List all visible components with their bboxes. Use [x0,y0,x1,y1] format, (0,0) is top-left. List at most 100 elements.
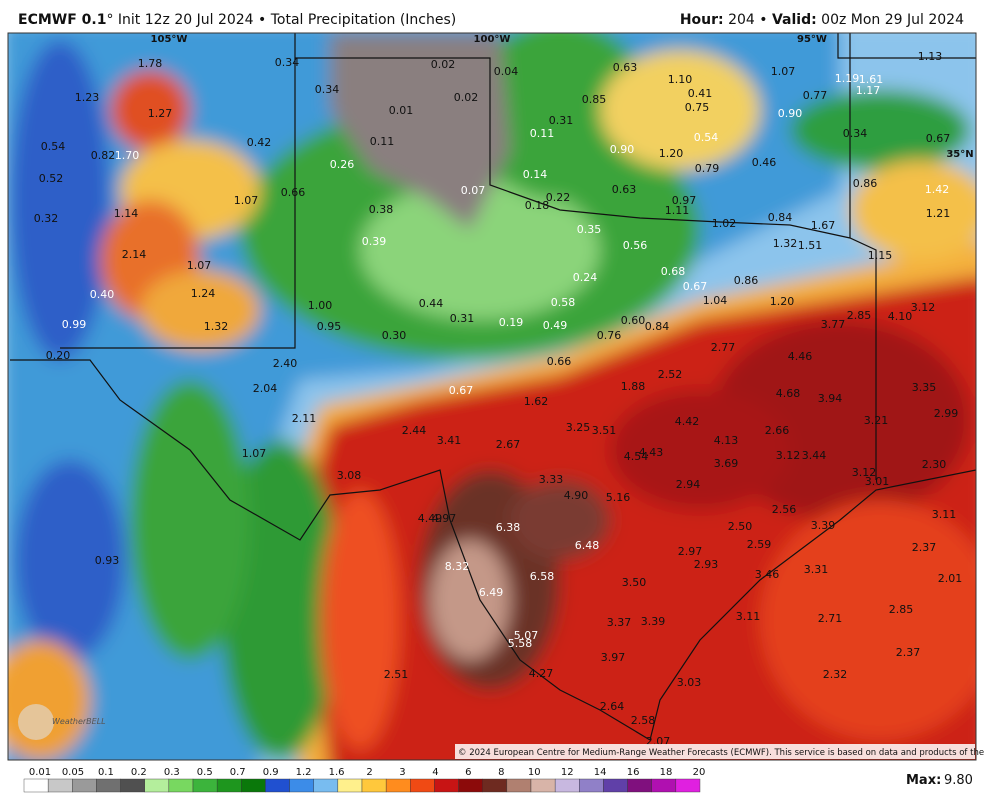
precip-label: 0.77 [803,89,828,102]
precip-label: 4.68 [776,387,801,400]
precip-label: 1.13 [918,50,943,63]
precip-label: 0.07 [461,184,486,197]
legend-tick: 0.2 [131,767,147,778]
legend-tick: 0.01 [29,767,51,778]
precip-label: 2.14 [122,248,147,261]
precip-label: 1.21 [926,207,951,220]
precip-label: 1.51 [798,239,823,252]
legend-swatch [289,778,314,793]
precip-label: 0.75 [685,101,710,114]
legend-swatch [265,778,290,793]
precip-label: 5.07 [514,629,539,642]
precip-label: 4.49 [418,512,443,525]
precip-label: 2.66 [765,424,790,437]
precip-label: 1.07 [242,447,267,460]
valid: 00z Mon 29 Jul 2024 [821,12,964,28]
precip-label: 0.14 [523,168,548,181]
legend-swatch [410,778,435,793]
precip-label: 0.40 [90,288,115,301]
legend-tick: 12 [561,767,574,778]
precip-label: 1.42 [925,183,950,196]
header-right: Hour: 204 • Valid: 00z Mon 29 Jul 2024 [680,12,964,28]
precip-label: 1.15 [868,249,893,262]
legend-swatch [651,778,677,793]
precip-label: 2.67 [496,438,521,451]
legend-swatch [120,778,145,793]
legend-swatch [458,778,483,793]
precip-label: 2.56 [772,503,797,516]
precip-label: 4.42 [675,415,700,428]
precip-label: 3.39 [811,519,836,532]
precip-label: 0.52 [39,172,64,185]
precip-label: 2.97 [678,545,703,558]
precip-label: 6.48 [575,539,600,552]
precip-label: 2.59 [747,538,772,551]
legend-tick: 4 [432,767,438,778]
precip-label: 5.58 [508,637,533,650]
precip-label: 0.02 [454,91,479,104]
precip-label: 4.13 [714,434,739,447]
precip-label: 1.62 [524,395,549,408]
legend-swatch [192,778,218,793]
precip-label: 2.52 [658,368,683,381]
precip-label: 1.17 [856,84,881,97]
precip-label: 3.69 [714,457,739,470]
precip-label: 0.99 [62,318,87,331]
geo-label: 100°W [474,34,511,45]
precip-label: 2.85 [847,309,872,322]
precip-label: 1.07 [187,259,212,272]
precip-label: 4.43 [639,446,664,459]
geo-label: 105°W [151,34,188,45]
legend-tick: 14 [594,767,607,778]
precip-label: 3.12 [852,466,877,479]
precip-label: 0.18 [525,199,550,212]
precip-label: 2.40 [273,357,298,370]
precip-label: 1.32 [204,320,229,333]
precip-label: 3.12 [776,449,801,462]
precip-label: 3.01 [865,475,890,488]
legend-tick: 20 [693,767,706,778]
precip-label: 4.10 [888,310,913,323]
precip-label: 6.58 [530,570,555,583]
legend-swatch [530,778,556,793]
precip-label: 2.30 [922,458,947,471]
header-left: ECMWF 0.1° Init 12z 20 Jul 2024 • Total … [18,12,456,28]
precip-label: 2.99 [934,407,959,420]
precip-label: 0.90 [778,107,803,120]
hour: 204 [728,12,755,28]
precip-label: 2.44 [402,424,427,437]
legend-tick: 16 [627,767,640,778]
info: ° Init 12z 20 Jul 2024 • Total Precipita… [106,12,457,28]
legend-swatch [361,778,387,793]
borders [10,33,976,741]
legend-swatch [241,778,266,793]
precip-label: 3.39 [641,615,666,628]
precip-label: 3.31 [804,563,829,576]
precip-label: 0.11 [370,135,395,148]
legend-swatch [72,778,97,793]
sep: • [759,12,768,28]
precip-label: 1.04 [703,294,728,307]
precip-label: 2.04 [253,382,278,395]
precip-label: 3.77 [821,318,846,331]
legend-swatch [144,778,170,793]
precip-label: 0.67 [926,132,951,145]
precip-label: 0.34 [843,127,868,140]
precip-label: 3.33 [539,473,564,486]
precip-label: 0.46 [752,156,777,169]
precip-label: 0.24 [573,271,598,284]
precip-label: 3.25 [566,421,591,434]
max-label: Max: [906,773,941,788]
precip-label: 0.30 [382,329,407,342]
legend-swatch [337,778,363,793]
precip-label: 0.66 [281,186,306,199]
precip-label: 0.34 [275,56,300,69]
precip-label: 1.61 [859,73,884,86]
precip-label: 6.38 [496,521,521,534]
precip-label: 1.10 [668,73,693,86]
precip-label: 0.76 [597,329,622,342]
precip-label: 0.97 [672,194,697,207]
precip-label: 1.14 [114,207,139,220]
precip-label: 1.20 [659,147,684,160]
precip-label: 3.11 [736,610,761,623]
